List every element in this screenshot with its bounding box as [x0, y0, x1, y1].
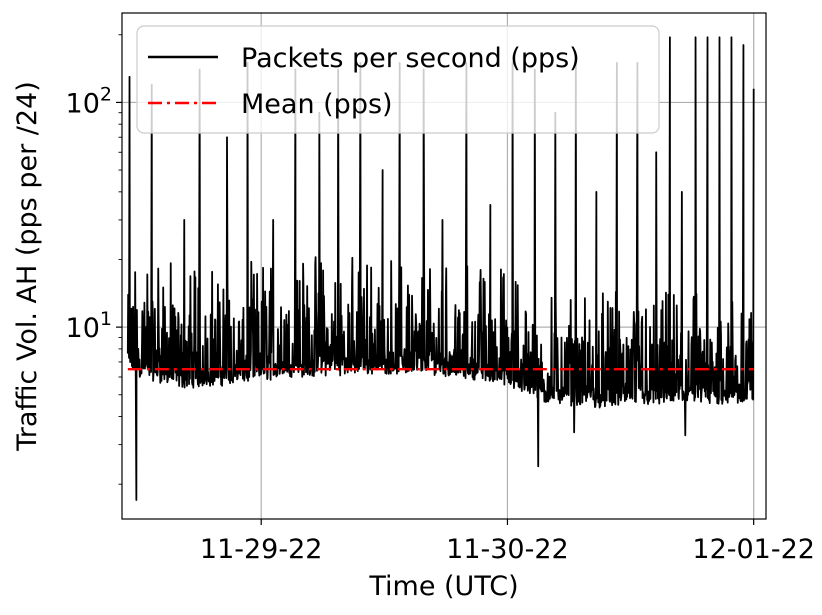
y-tick-label: 102: [66, 83, 112, 119]
x-tick-label: 11-29-22: [200, 534, 323, 565]
legend: Packets per second (pps) Mean (pps): [136, 25, 660, 134]
legend-entry-packets: Packets per second (pps): [241, 43, 580, 74]
y-tick-label-exponent: 1: [100, 308, 112, 330]
x-axis-ticks: 11-29-22 11-30-22 12-01-22: [200, 519, 815, 565]
series-line-packets: [126, 36, 755, 501]
y-tick-label-exponent: 2: [100, 83, 112, 105]
plot-area: [126, 36, 755, 501]
y-tick-label: 101: [66, 308, 112, 344]
x-tick-label: 11-30-22: [446, 534, 569, 565]
y-axis-label: Traffic Vol. AH (pps per /24): [12, 81, 43, 452]
x-axis-label: Time (UTC): [368, 571, 518, 602]
plot-frame: [121, 12, 767, 520]
legend-box: [136, 25, 660, 134]
legend-entry-mean: Mean (pps): [241, 89, 393, 120]
y-tick-label-base: 10: [66, 88, 100, 119]
x-tick-label: 12-01-22: [692, 534, 815, 565]
y-tick-label-base: 10: [66, 313, 100, 344]
